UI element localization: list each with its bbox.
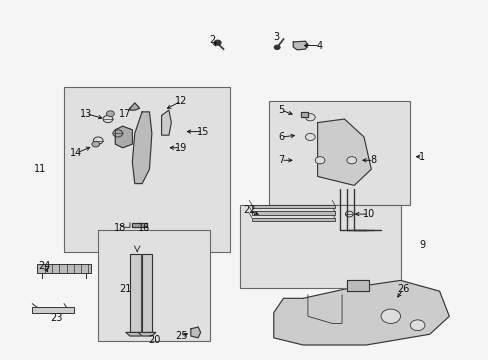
Text: 7: 7 — [277, 155, 284, 165]
Text: 26: 26 — [396, 284, 408, 294]
Bar — [268, 101, 409, 205]
Bar — [239, 205, 400, 288]
Text: 24: 24 — [39, 261, 51, 271]
Text: 15: 15 — [197, 127, 209, 136]
Bar — [98, 230, 210, 341]
Text: 25: 25 — [175, 331, 187, 341]
Text: 9: 9 — [419, 239, 425, 249]
Bar — [64, 87, 229, 252]
Polygon shape — [317, 119, 370, 185]
Text: 8: 8 — [370, 155, 376, 165]
Text: 5: 5 — [277, 105, 284, 115]
Polygon shape — [300, 112, 307, 117]
Text: 13: 13 — [80, 109, 92, 119]
Text: 14: 14 — [70, 148, 82, 158]
Text: 23: 23 — [50, 313, 63, 323]
Circle shape — [305, 134, 315, 140]
Text: 12: 12 — [175, 96, 187, 106]
Text: 4: 4 — [316, 41, 323, 50]
Text: 22: 22 — [243, 206, 255, 216]
Polygon shape — [346, 280, 368, 291]
Text: 20: 20 — [148, 334, 160, 345]
Circle shape — [305, 114, 315, 121]
Circle shape — [106, 111, 114, 117]
Text: 21: 21 — [119, 284, 131, 294]
Circle shape — [346, 157, 356, 164]
Polygon shape — [132, 223, 147, 226]
Bar — [251, 211, 334, 215]
Text: 11: 11 — [34, 164, 46, 174]
Text: 18: 18 — [114, 224, 126, 233]
Polygon shape — [126, 332, 144, 336]
Polygon shape — [293, 41, 307, 50]
Polygon shape — [190, 327, 200, 338]
Polygon shape — [130, 103, 140, 110]
Polygon shape — [115, 126, 132, 148]
Circle shape — [214, 40, 221, 45]
Bar — [37, 264, 91, 273]
Text: 6: 6 — [278, 132, 284, 142]
Bar — [32, 307, 74, 313]
Polygon shape — [138, 332, 156, 336]
Polygon shape — [161, 110, 171, 135]
Polygon shape — [142, 253, 152, 332]
Circle shape — [92, 141, 100, 147]
Text: 19: 19 — [175, 143, 187, 153]
Text: 2: 2 — [209, 35, 216, 45]
Text: 10: 10 — [362, 209, 374, 219]
Circle shape — [380, 309, 400, 323]
Polygon shape — [130, 253, 141, 332]
Polygon shape — [273, 280, 448, 345]
Text: 17: 17 — [119, 109, 131, 119]
Text: 16: 16 — [138, 224, 150, 233]
Bar — [251, 205, 334, 208]
Text: 1: 1 — [419, 152, 425, 162]
Bar — [251, 218, 334, 221]
Polygon shape — [132, 112, 152, 184]
Circle shape — [409, 320, 424, 330]
Text: 3: 3 — [273, 32, 279, 41]
Circle shape — [315, 157, 325, 164]
Circle shape — [274, 45, 280, 49]
